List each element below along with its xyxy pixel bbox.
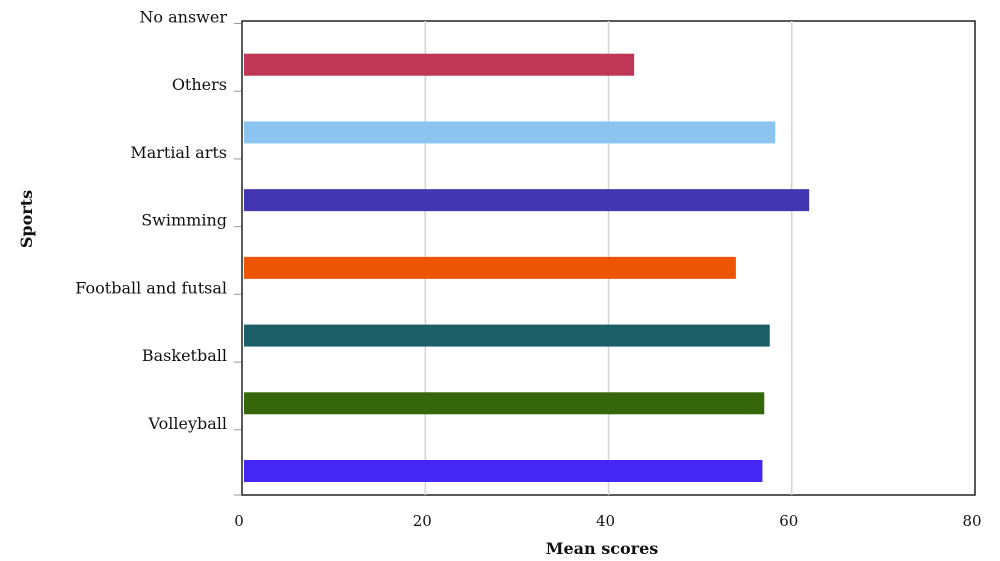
- bar: [244, 460, 763, 482]
- bar: [244, 121, 776, 144]
- x-tick-label: 60: [779, 512, 798, 530]
- category-label: Basketball: [142, 346, 227, 365]
- x-tick-label: 20: [413, 512, 432, 530]
- bar: [244, 53, 635, 76]
- bar: [244, 324, 770, 347]
- x-tick-label: 0: [234, 512, 244, 530]
- category-label: Swimming: [141, 211, 227, 230]
- bar: [244, 256, 736, 279]
- x-axis-title: Mean scores: [546, 539, 659, 558]
- category-label: Others: [172, 75, 227, 94]
- y-axis-title: Sports: [17, 190, 36, 248]
- x-tick-label: 40: [596, 512, 615, 530]
- bars: [244, 53, 810, 482]
- category-labels: Volleyball Basketball Football and futsal S…: [75, 8, 241, 496]
- bar: [244, 392, 765, 415]
- x-tick-labels: 0 20 40 60 80: [234, 512, 981, 530]
- x-tick-label: 80: [962, 512, 981, 530]
- category-label: Martial arts: [130, 143, 227, 162]
- category-label: Volleyball: [148, 414, 227, 433]
- category-label: No answer: [139, 8, 227, 27]
- bar: [244, 189, 810, 212]
- category-label: Football and futsal: [75, 278, 227, 297]
